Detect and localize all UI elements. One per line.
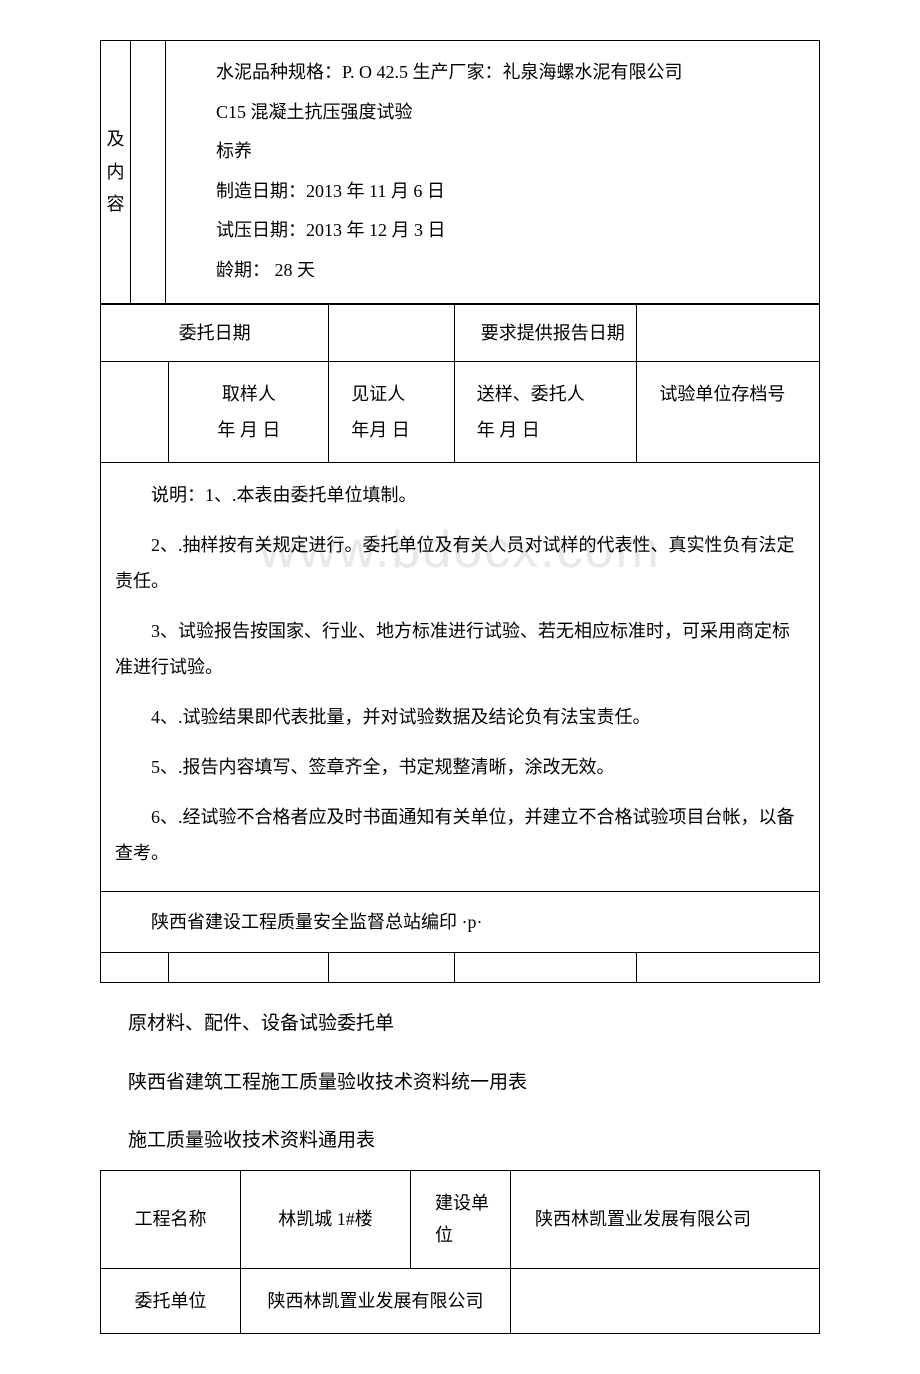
mid-empty-cell: [131, 41, 166, 304]
detail-line: 龄期： 28 天: [180, 251, 805, 291]
footer-cell: 陕西省建设工程质量安全监督总站编印 ·p·: [101, 891, 820, 952]
note-line: 2、.抽样按有关规定进行。委托单位及有关人员对试样的代表性、真实性负有法定责任。: [115, 527, 805, 599]
sampler-date: 年 月 日: [179, 412, 318, 448]
heading-3: 施工质量验收技术资料通用表: [128, 1124, 820, 1158]
build-unit-value: 陕西林凯置业发展有限公司: [511, 1170, 820, 1268]
detail-line: 试压日期：2013 年 12 月 3 日: [180, 211, 805, 251]
heading-1: 原材料、配件、设备试验委托单: [128, 1007, 820, 1041]
vertical-label-cell: 及内容: [101, 41, 131, 304]
empty-cell: [169, 953, 329, 983]
project-name-label: 工程名称: [101, 1170, 241, 1268]
detail-line: 标养: [180, 132, 805, 172]
archive-label: 试验单位存档号: [659, 376, 809, 412]
heading-2: 陕西省建筑工程施工质量验收技术资料统一用表: [128, 1066, 820, 1100]
sampler-cell: 取样人 年 月 日: [169, 361, 329, 462]
archive-cell: 试验单位存档号: [637, 361, 820, 462]
entrust-table: 委托日期 要求提供报告日期 取样人 年 月 日 见证人 年月 日 送样、委托人 …: [100, 304, 820, 984]
note-line: 6、.经试验不合格者应及时书面通知有关单位，并建立不合格试验项目台帐，以备查考。: [115, 799, 805, 871]
sender-date: 年 月 日: [477, 412, 627, 448]
entrust-unit-label: 委托单位: [101, 1268, 241, 1333]
sampler-label: 取样人: [179, 376, 318, 412]
entrust-date-value: [329, 304, 455, 361]
empty-cell: [454, 953, 637, 983]
note-line: 5、.报告内容填写、签章齐全，书定规整清晰，涂改无效。: [115, 749, 805, 785]
note-line: 3、试验报告按国家、行业、地方标准进行试验、若无相应标准时，可采用商定标准进行试…: [115, 613, 805, 685]
report-date-label: 要求提供报告日期: [454, 304, 637, 361]
note-line: 4、.试验结果即代表批量，并对试验数据及结论负有法宝责任。: [115, 699, 805, 735]
witness-cell: 见证人 年月 日: [329, 361, 455, 462]
project-table: 工程名称 林凯城 1#楼 建设单位 陕西林凯置业发展有限公司 委托单位 陕西林凯…: [100, 1170, 820, 1334]
sender-label: 送样、委托人: [477, 376, 627, 412]
detail-line: 水泥品种规格：P. O 42.5 生产厂家：礼泉海螺水泥有限公司: [180, 53, 805, 93]
report-date-value: [637, 304, 820, 361]
detail-line: C15 混凝土抗压强度试验: [180, 93, 805, 133]
witness-label: 见证人: [351, 376, 444, 412]
entrust-unit-value: 陕西林凯置业发展有限公司: [241, 1268, 511, 1333]
empty-cell: [101, 953, 169, 983]
top-table: 及内容 水泥品种规格：P. O 42.5 生产厂家：礼泉海螺水泥有限公司 C15…: [100, 40, 820, 304]
sender-cell: 送样、委托人 年 月 日: [454, 361, 637, 462]
empty-cell: [329, 953, 455, 983]
details-cell: 水泥品种规格：P. O 42.5 生产厂家：礼泉海螺水泥有限公司 C15 混凝土…: [166, 41, 820, 304]
empty-cell: [637, 953, 820, 983]
build-unit-label: 建设单位: [411, 1170, 511, 1268]
project-name-value: 林凯城 1#楼: [241, 1170, 411, 1268]
sign-empty: [101, 361, 169, 462]
detail-line: 制造日期：2013 年 11 月 6 日: [180, 172, 805, 212]
note-line: 说明：1、.本表由委托单位填制。: [115, 477, 805, 513]
notes-cell: 说明：1、.本表由委托单位填制。 2、.抽样按有关规定进行。委托单位及有关人员对…: [101, 462, 820, 891]
entrust-date-label: 委托日期: [101, 304, 329, 361]
entrust-unit-empty: [511, 1268, 820, 1333]
witness-date: 年月 日: [351, 412, 444, 448]
